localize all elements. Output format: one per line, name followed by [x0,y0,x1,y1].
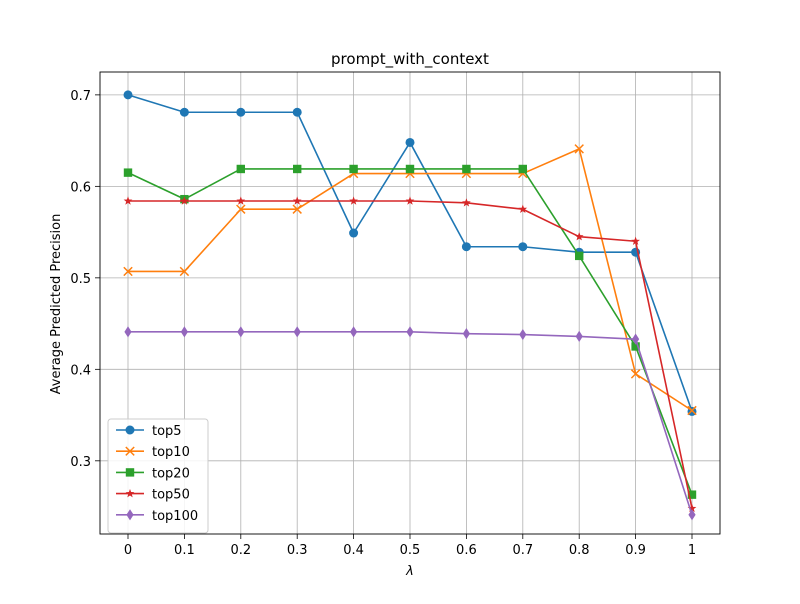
data-point-top5 [518,242,527,251]
x-tick-label: 0 [124,543,132,558]
data-point-top5 [124,90,133,99]
data-point-top5 [236,108,245,117]
y-tick-label: 0.3 [70,455,91,470]
data-point-top20 [237,165,245,173]
legend-label: top50 [152,488,190,503]
data-point-top20 [462,165,470,173]
chart-title: prompt_with_context [331,50,489,69]
x-tick-label: 0.8 [569,543,590,558]
legend-label: top100 [152,509,198,524]
legend: top5 top10 top20 top50 top100 [108,419,208,533]
y-tick-label: 0.7 [70,89,91,104]
data-point-top5 [349,229,358,238]
x-tick-label: 0.6 [456,543,477,558]
x-tick-label: 0.3 [287,543,308,558]
y-axis-label: Average Predicted Precision [49,214,64,395]
data-point-top5 [180,108,189,117]
data-point-top20 [406,165,414,173]
x-tick-label: 0.2 [230,543,251,558]
legend-marker [126,426,135,435]
x-tick-label: 1 [688,543,696,558]
data-point-top5 [293,108,302,117]
data-point-top20 [293,165,301,173]
data-point-top20 [519,165,527,173]
data-point-top20 [575,252,583,260]
x-tick-label: 0.7 [512,543,533,558]
data-point-top5 [462,242,471,251]
legend-marker [126,468,134,476]
y-tick-label: 0.5 [70,272,91,287]
y-tick-label: 0.4 [70,363,91,378]
legend-label: top20 [152,466,190,481]
legend-label: top5 [152,424,182,439]
y-tick-label: 0.6 [70,180,91,195]
data-point-top20 [349,165,357,173]
data-point-top5 [406,138,415,147]
x-tick-label: 0.4 [343,543,364,558]
x-tick-label: 0.9 [625,543,646,558]
x-tick-label: 0.1 [174,543,195,558]
legend-label: top10 [152,445,190,460]
data-point-top20 [124,168,132,176]
x-axis-label: λ [405,564,414,579]
x-tick-label: 0.5 [400,543,421,558]
